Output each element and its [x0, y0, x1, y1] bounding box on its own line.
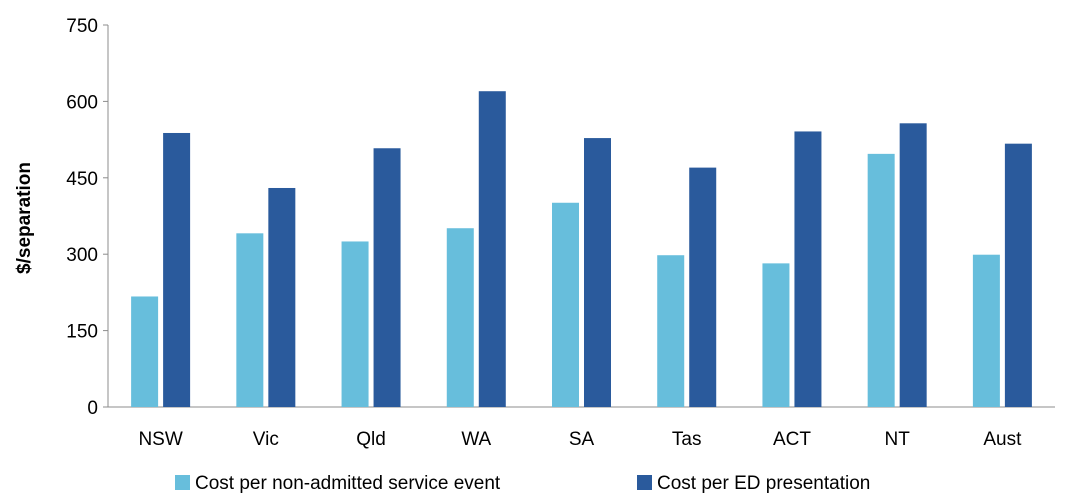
x-tick-label: Tas: [672, 429, 702, 450]
bar-qld-series-1: [341, 241, 369, 407]
bar-tas-series-2: [689, 167, 717, 407]
bar-nt-series-2: [899, 123, 927, 407]
x-tick-label: SA: [569, 429, 595, 450]
bar-wa-series-2: [478, 91, 506, 408]
y-axis-ticks: 0 150 300 450 600 750: [66, 16, 108, 419]
bar-aust-series-2: [1004, 143, 1032, 407]
bar-nsw-series-1: [131, 296, 159, 407]
bar-sa-series-2: [584, 138, 611, 407]
x-tick-label: ACT: [773, 429, 811, 450]
y-tick-label: 300: [66, 245, 98, 266]
legend: Cost per non-admitted service event Cost …: [175, 473, 870, 494]
y-tick-label: 600: [66, 92, 98, 113]
bar-nsw-series-2: [163, 132, 191, 407]
bar-nt-series-1: [867, 153, 895, 407]
y-tick-label: 0: [87, 398, 98, 419]
x-tick-label: Qld: [356, 429, 386, 450]
y-tick-label: 150: [66, 322, 98, 343]
bar-vic-series-1: [236, 233, 264, 407]
bar-tas-series-1: [657, 255, 685, 407]
bar-act-series-1: [762, 263, 790, 407]
y-axis-title: $/separation: [14, 162, 35, 274]
x-axis-ticks: NSW Vic Qld WA SA Tas ACT NT Aust: [138, 429, 1022, 450]
legend-entry-label: Cost per ED presentation: [657, 473, 870, 494]
y-tick-label: 750: [66, 16, 98, 37]
bar-wa-series-1: [446, 228, 474, 407]
x-tick-label: Aust: [983, 429, 1022, 450]
x-tick-label: NSW: [138, 429, 182, 450]
y-tick-label: 450: [66, 169, 98, 190]
x-tick-label: WA: [461, 429, 491, 450]
bar-aust-series-1: [972, 254, 1000, 407]
legend-swatch: [637, 475, 652, 490]
x-tick-label: Vic: [253, 429, 279, 450]
bar-sa-series-1: [552, 202, 579, 407]
bar-vic-series-2: [268, 187, 296, 407]
legend-entry-label: Cost per non-admitted service event: [195, 473, 501, 494]
bar-act-series-2: [794, 131, 822, 407]
bars: [131, 91, 1032, 408]
legend-swatch: [175, 475, 190, 490]
x-tick-label: NT: [885, 429, 911, 450]
bar-qld-series-2: [373, 148, 401, 407]
